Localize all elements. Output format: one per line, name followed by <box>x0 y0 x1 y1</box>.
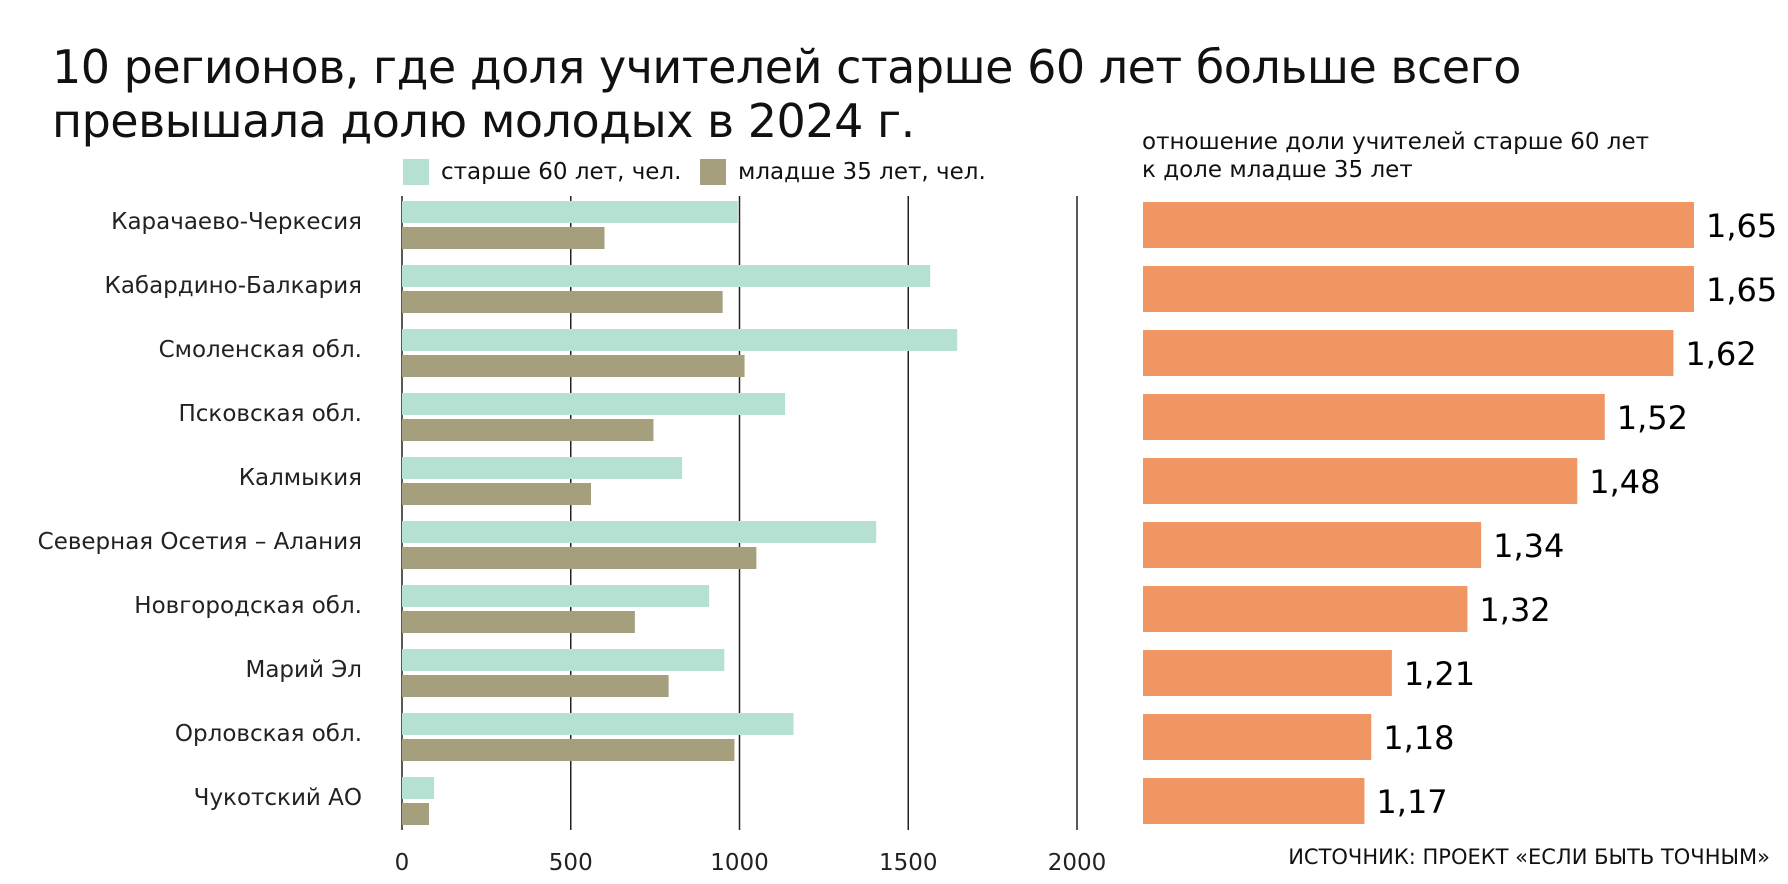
bar-younger <box>402 227 605 249</box>
ratio-bar <box>1143 586 1468 632</box>
ratio-value-label: 1,52 <box>1617 399 1688 437</box>
ratio-value-label: 1,18 <box>1383 719 1454 757</box>
category-label: Новгородская обл. <box>134 593 362 619</box>
category-label: Карачаево-Черкесия <box>111 209 362 235</box>
legend-item-younger: младше 35 лет, чел. <box>700 157 986 187</box>
legend-swatch-younger <box>700 159 726 185</box>
category-label: Орловская обл. <box>175 721 362 747</box>
ratio-value-label: 1,17 <box>1376 783 1447 821</box>
bar-older <box>402 265 931 287</box>
bar-younger <box>402 483 591 505</box>
bar-younger <box>402 547 757 569</box>
ratio-bar <box>1143 714 1372 760</box>
x-tick-label: 500 <box>549 850 593 876</box>
category-label: Кабардино-Балкария <box>104 273 362 299</box>
ratio-bar <box>1143 778 1365 824</box>
ratio-title-line-2: к доле младше 35 лет <box>1142 157 1413 183</box>
x-tick-label: 2000 <box>1048 850 1107 876</box>
ratio-bar <box>1143 330 1674 376</box>
bar-older <box>402 713 794 735</box>
ratio-value-label: 1,62 <box>1685 335 1756 373</box>
legend-item-older: старше 60 лет, чел. <box>403 157 681 187</box>
bar-younger <box>402 803 429 825</box>
category-label: Чукотский АО <box>194 785 362 811</box>
ratio-value-label: 1,65 <box>1706 207 1777 245</box>
ratio-bar <box>1143 266 1694 312</box>
bar-younger <box>402 419 654 441</box>
ratio-chart-title: отношение доли учителей старше 60 лет к … <box>1142 128 1649 184</box>
bar-older <box>402 201 738 223</box>
ratio-bar <box>1143 522 1482 568</box>
ratio-value-label: 1,32 <box>1479 591 1550 629</box>
x-tick-label: 1000 <box>710 850 769 876</box>
ratio-bar <box>1143 650 1392 696</box>
category-label: Северная Осетия – Алания <box>38 529 362 555</box>
bar-younger <box>402 611 635 633</box>
ratio-bar <box>1143 458 1578 504</box>
ratio-title-line-1: отношение доли учителей старше 60 лет <box>1142 129 1650 155</box>
bar-older <box>402 649 725 671</box>
ratio-value-label: 1,21 <box>1404 655 1475 693</box>
ratio-value-label: 1,34 <box>1493 527 1564 565</box>
bar-younger <box>402 675 669 697</box>
ratio-bar <box>1143 202 1694 248</box>
x-tick-label: 1500 <box>879 850 938 876</box>
bar-older <box>402 393 786 415</box>
bar-younger <box>402 291 723 313</box>
category-label: Калмыкия <box>239 465 362 491</box>
bar-older <box>402 777 435 799</box>
bar-older <box>402 457 683 479</box>
bar-younger <box>402 739 735 761</box>
ratio-value-label: 1,65 <box>1706 271 1777 309</box>
ratio-bar <box>1143 394 1605 440</box>
legend-label-younger: младше 35 лет, чел. <box>738 159 986 185</box>
x-tick-label: 0 <box>395 850 410 876</box>
category-label: Псковская обл. <box>178 401 362 427</box>
legend-label-older: старше 60 лет, чел. <box>441 159 682 185</box>
category-label: Смоленская обл. <box>159 337 362 363</box>
bar-younger <box>402 355 745 377</box>
category-label: Марий Эл <box>245 657 362 683</box>
bar-older <box>402 329 958 351</box>
ratio-value-label: 1,48 <box>1589 463 1660 501</box>
bar-older <box>402 585 710 607</box>
chart-title: 10 регионов, где доля учителей старше 60… <box>52 40 1521 148</box>
bar-older <box>402 521 877 543</box>
legend-swatch-older <box>403 159 429 185</box>
source-note: ИСТОЧНИК: ПРОЕКТ «ЕСЛИ БЫТЬ ТОЧНЫМ» <box>1288 845 1770 869</box>
